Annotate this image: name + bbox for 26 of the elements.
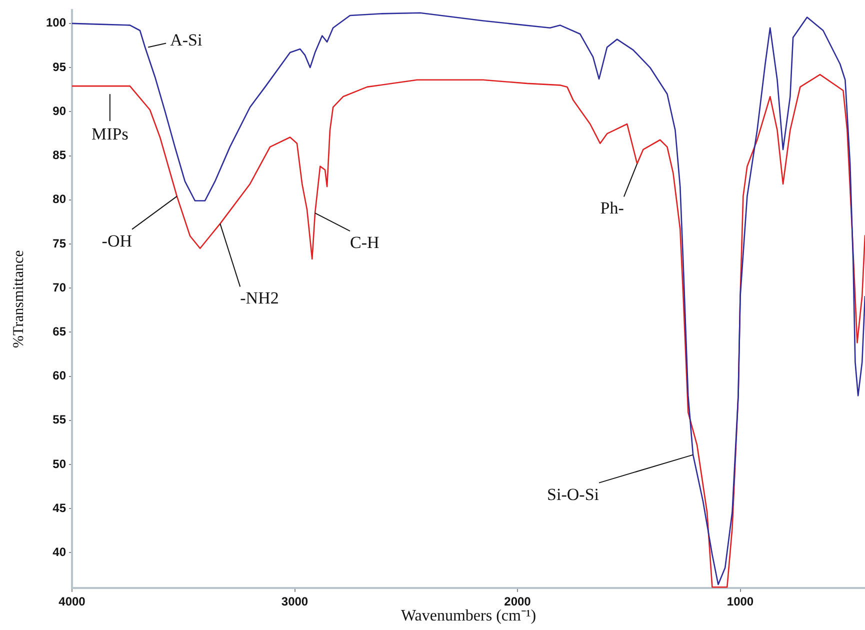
y-tick-label: 80	[52, 192, 66, 206]
y-tick-label: 100	[46, 16, 66, 30]
x-axis-title: Wavenumbers (cm⁻¹)	[400, 608, 536, 625]
series-label: MIPs	[91, 124, 128, 144]
annotation: Ph-	[600, 198, 624, 218]
y-tick-label: 75	[52, 236, 66, 250]
y-tick-label: 60	[52, 368, 66, 383]
y-axis-title: %Transmittance	[10, 250, 27, 348]
x-tick-label: 2000	[504, 594, 532, 609]
y-tick-label: 70	[52, 280, 66, 294]
x-tick-label: 1000	[726, 594, 754, 609]
series-label: A-Si	[170, 30, 202, 50]
annotation: C-H	[350, 233, 380, 252]
y-tick-label: 40	[52, 545, 66, 560]
annotation: Si-O-Si	[547, 484, 600, 504]
y-tick-label: 50	[52, 456, 66, 471]
annotation: -OH	[102, 231, 132, 250]
y-tick-label: 45	[52, 500, 66, 515]
annotation: -NH2	[240, 288, 279, 308]
y-tick-label: 85	[52, 148, 66, 162]
y-tick-label: 55	[52, 412, 66, 427]
x-tick-label: 3000	[281, 594, 308, 609]
y-tick-label: 90	[52, 104, 66, 118]
y-tick-label: 65	[52, 324, 66, 338]
x-tick-label: 4000	[58, 594, 86, 609]
y-tick-label: 95	[52, 60, 66, 74]
